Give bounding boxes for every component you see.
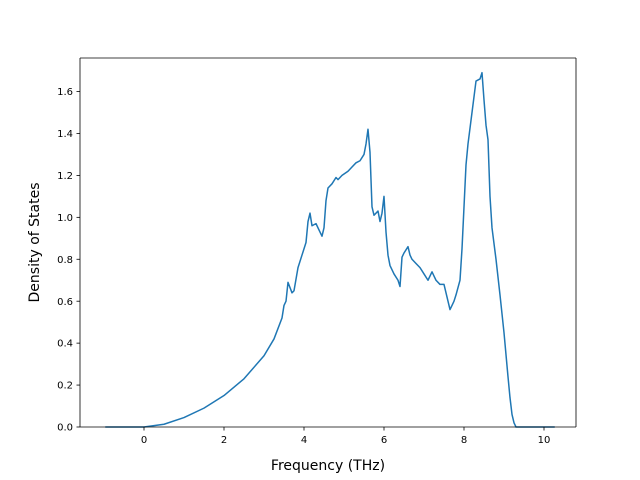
y-tick-label: 0.2 — [57, 381, 73, 392]
axes-frame — [79, 57, 577, 428]
y-tick-label: 0.6 — [57, 297, 73, 308]
x-axis-label: Frequency (THz) — [271, 458, 385, 474]
x-tick-label: 10 — [538, 435, 551, 446]
y-tick-label: 1.4 — [57, 129, 73, 140]
y-tick-label: 1.6 — [57, 87, 73, 98]
y-axis-ticks: 0.0 0.2 0.4 0.6 0.8 1.0 1.2 1.4 1.6 — [57, 87, 80, 434]
plot-marks — [105, 71, 555, 428]
y-tick-label: 0.0 — [57, 423, 73, 434]
y-tick-label: 0.4 — [57, 339, 73, 350]
series-line-0 — [105, 71, 555, 428]
y-tick-label: 0.8 — [57, 255, 73, 266]
y-axis-label: Density of States — [27, 183, 43, 303]
y-tick-label: 1.2 — [57, 171, 73, 182]
y-tick-label: 1.0 — [57, 213, 73, 224]
x-axis-ticks: 0 2 4 6 8 10 — [141, 427, 551, 446]
x-tick-label: 4 — [301, 435, 307, 446]
x-tick-label: 6 — [381, 435, 387, 446]
plot-area — [80, 58, 576, 427]
x-tick-label: 0 — [141, 435, 147, 446]
x-tick-label: 8 — [461, 435, 467, 446]
x-tick-label: 2 — [221, 435, 227, 446]
